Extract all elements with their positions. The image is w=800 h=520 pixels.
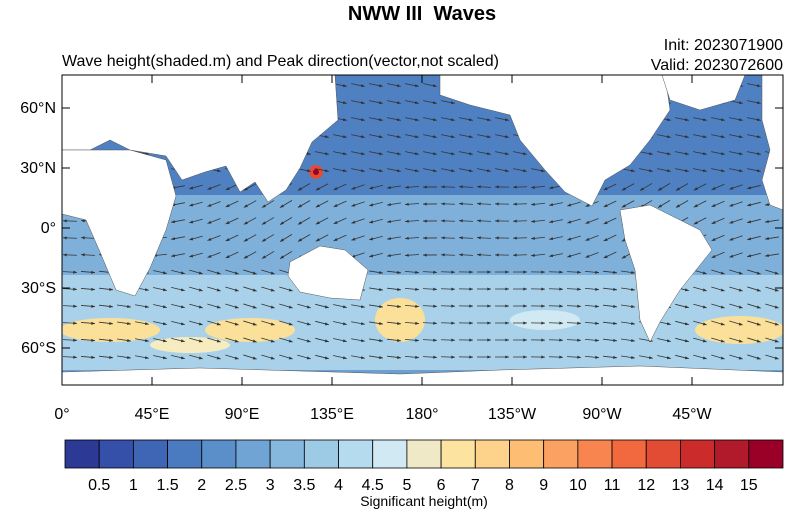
colorbar: 0.5 1 1.5 2 2.5 3 3.5 4 4.5 5 6 7 8 9 10 11 12 13 14 15: [65, 440, 783, 494]
init-time: Init: 2023071900: [664, 37, 783, 54]
high-waves: [375, 298, 425, 342]
typhoon-core: [313, 169, 319, 175]
map: [60, 75, 785, 385]
colorbar-label: 3: [266, 477, 275, 494]
colorbar-box: [270, 440, 304, 468]
lon-label: 0°: [54, 406, 69, 423]
colorbar-label: 10: [569, 477, 587, 494]
colorbar-box: [304, 440, 338, 468]
high-waves: [150, 337, 230, 353]
lon-label: 90°W: [582, 406, 622, 423]
colorbar-label: 4: [334, 477, 343, 494]
colorbar-label: 14: [706, 477, 724, 494]
colorbar-box: [612, 440, 646, 468]
colorbar-box: [99, 440, 133, 468]
lat-label: 60°N: [20, 100, 56, 117]
colorbar-box: [475, 440, 509, 468]
colorbar-box: [339, 440, 373, 468]
colorbar-label: 7: [471, 477, 480, 494]
lat-label: 30°S: [21, 280, 56, 297]
colorbar-box: [202, 440, 236, 468]
lon-label: 180°: [405, 406, 438, 423]
colorbar-label: 11: [604, 477, 621, 494]
colorbar-box: [65, 440, 99, 468]
subtitle: Wave height(shaded.m) and Peak direction…: [62, 53, 499, 70]
colorbar-label: 1.5: [156, 477, 178, 494]
moderate-waves: [510, 310, 580, 330]
colorbar-box: [749, 440, 783, 468]
colorbar-label: 2.5: [225, 477, 247, 494]
colorbar-box: [544, 440, 578, 468]
high-waves: [60, 318, 160, 342]
colorbar-box: [133, 440, 167, 468]
title: NWW III Waves: [348, 3, 496, 25]
colorbar-label: 3.5: [293, 477, 315, 494]
lon-label: 135°E: [310, 406, 354, 423]
colorbar-label: 8: [505, 477, 514, 494]
colorbar-label: 13: [672, 477, 690, 494]
colorbar-box: [168, 440, 202, 468]
colorbar-title: Significant height(m): [360, 493, 488, 509]
colorbar-box: [680, 440, 714, 468]
lon-label: 45°E: [135, 406, 170, 423]
colorbar-box: [441, 440, 475, 468]
colorbar-label: 5: [402, 477, 411, 494]
lat-label: 0°: [41, 220, 56, 237]
colorbar-label: 12: [637, 477, 655, 494]
colorbar-label: 15: [740, 477, 758, 494]
colorbar-label: 6: [437, 477, 446, 494]
colorbar-label: 4.5: [362, 477, 384, 494]
colorbar-label: 2: [197, 477, 206, 494]
colorbar-box: [646, 440, 680, 468]
valid-time: Valid: 2023072600: [651, 57, 783, 74]
colorbar-box: [715, 440, 749, 468]
lat-label: 30°N: [20, 160, 56, 177]
colorbar-box: [236, 440, 270, 468]
lat-label: 60°S: [21, 340, 56, 357]
lon-label: 90°E: [225, 406, 260, 423]
colorbar-box: [509, 440, 543, 468]
colorbar-box: [373, 440, 407, 468]
lon-label: 135°W: [488, 406, 537, 423]
colorbar-box: [407, 440, 441, 468]
lon-label: 45°W: [672, 406, 712, 423]
colorbar-label: 0.5: [88, 477, 110, 494]
colorbar-box: [578, 440, 612, 468]
colorbar-label: 9: [539, 477, 548, 494]
colorbar-label: 1: [129, 477, 138, 494]
